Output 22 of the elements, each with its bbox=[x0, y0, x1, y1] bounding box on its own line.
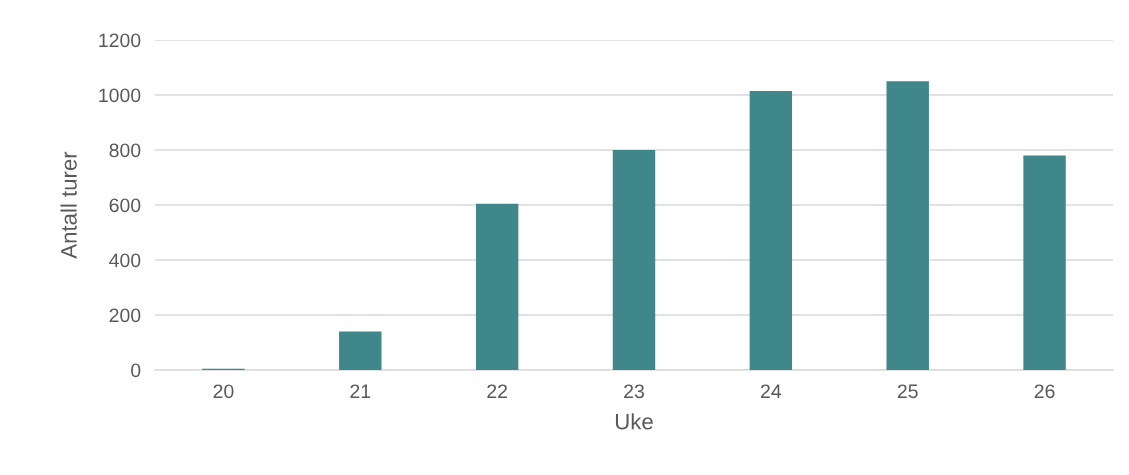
y-tick-label: 1000 bbox=[99, 88, 141, 103]
y-tick-label: 600 bbox=[109, 198, 141, 213]
x-tick-label: 22 bbox=[487, 384, 507, 398]
bar bbox=[749, 90, 793, 370]
x-axis-title: Uke bbox=[615, 413, 653, 430]
x-tick-label: 24 bbox=[761, 384, 782, 398]
bar bbox=[339, 331, 382, 370]
x-tick-label: 26 bbox=[1034, 384, 1055, 399]
y-tick-label: 200 bbox=[109, 308, 141, 323]
y-tick-label: 0 bbox=[131, 363, 141, 378]
x-tick-label: 20 bbox=[213, 384, 234, 399]
bar bbox=[612, 150, 656, 370]
bar bbox=[886, 81, 929, 370]
x-tick-label: 25 bbox=[897, 384, 918, 399]
bar bbox=[475, 203, 519, 370]
y-tick-label: 800 bbox=[109, 143, 141, 158]
y-tick-label: 1200 bbox=[99, 33, 141, 48]
x-tick-label: 21 bbox=[350, 384, 371, 398]
bar bbox=[1023, 155, 1066, 370]
y-axis-title: Antall turer bbox=[60, 151, 77, 259]
y-tick-label: 400 bbox=[109, 253, 141, 268]
x-tick-label: 23 bbox=[624, 384, 644, 399]
